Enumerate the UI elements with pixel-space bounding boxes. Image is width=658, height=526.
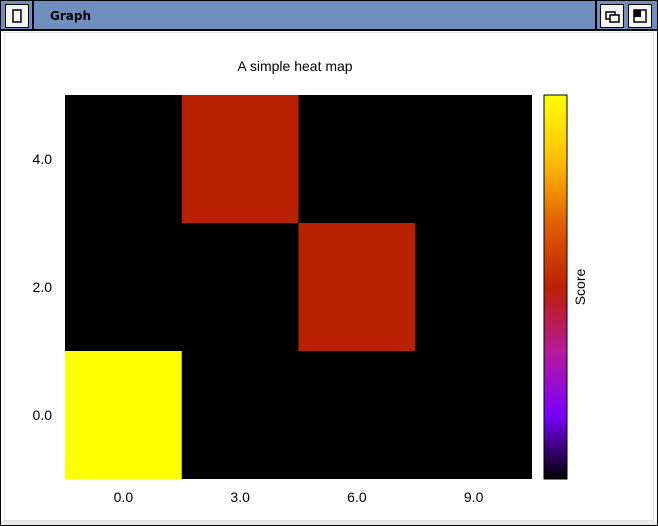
maximize-icon: [633, 9, 647, 23]
x-tick-label: 3.0: [230, 489, 250, 505]
window-menu-icon: [12, 9, 22, 23]
x-tick-label: 9.0: [464, 489, 484, 505]
window-menu-button[interactable]: [5, 4, 29, 28]
x-tick-label: 6.0: [347, 489, 367, 505]
y-tick-label: 4.0: [33, 151, 53, 167]
window-bottom-edge: [1, 521, 657, 525]
colorbar-label: Score: [572, 269, 588, 306]
plot-area: [65, 95, 532, 479]
maximize-button[interactable]: [628, 4, 652, 28]
heatmap-cell-0: [65, 351, 182, 479]
y-tick-label: 0.0: [33, 407, 53, 423]
window-title: Graph: [50, 9, 91, 23]
iconify-icon: [605, 11, 620, 23]
x-tick-label: 0.0: [114, 489, 134, 505]
heatmap-cell-1: [181, 95, 299, 223]
colorbar: [543, 94, 568, 480]
chart-title: A simple heat map: [237, 58, 352, 74]
heatmap-cell-2: [298, 223, 416, 351]
title-bar[interactable]: Graph: [1, 1, 657, 31]
x-axis-ticks: 0.0 3.0 6.0 9.0: [114, 489, 484, 505]
title-separator-left: [32, 1, 34, 29]
y-tick-label: 2.0: [33, 279, 53, 295]
title-separator-right: [595, 1, 597, 29]
iconify-button[interactable]: [600, 4, 624, 28]
y-axis-ticks: 0.0 2.0 4.0: [33, 151, 53, 423]
